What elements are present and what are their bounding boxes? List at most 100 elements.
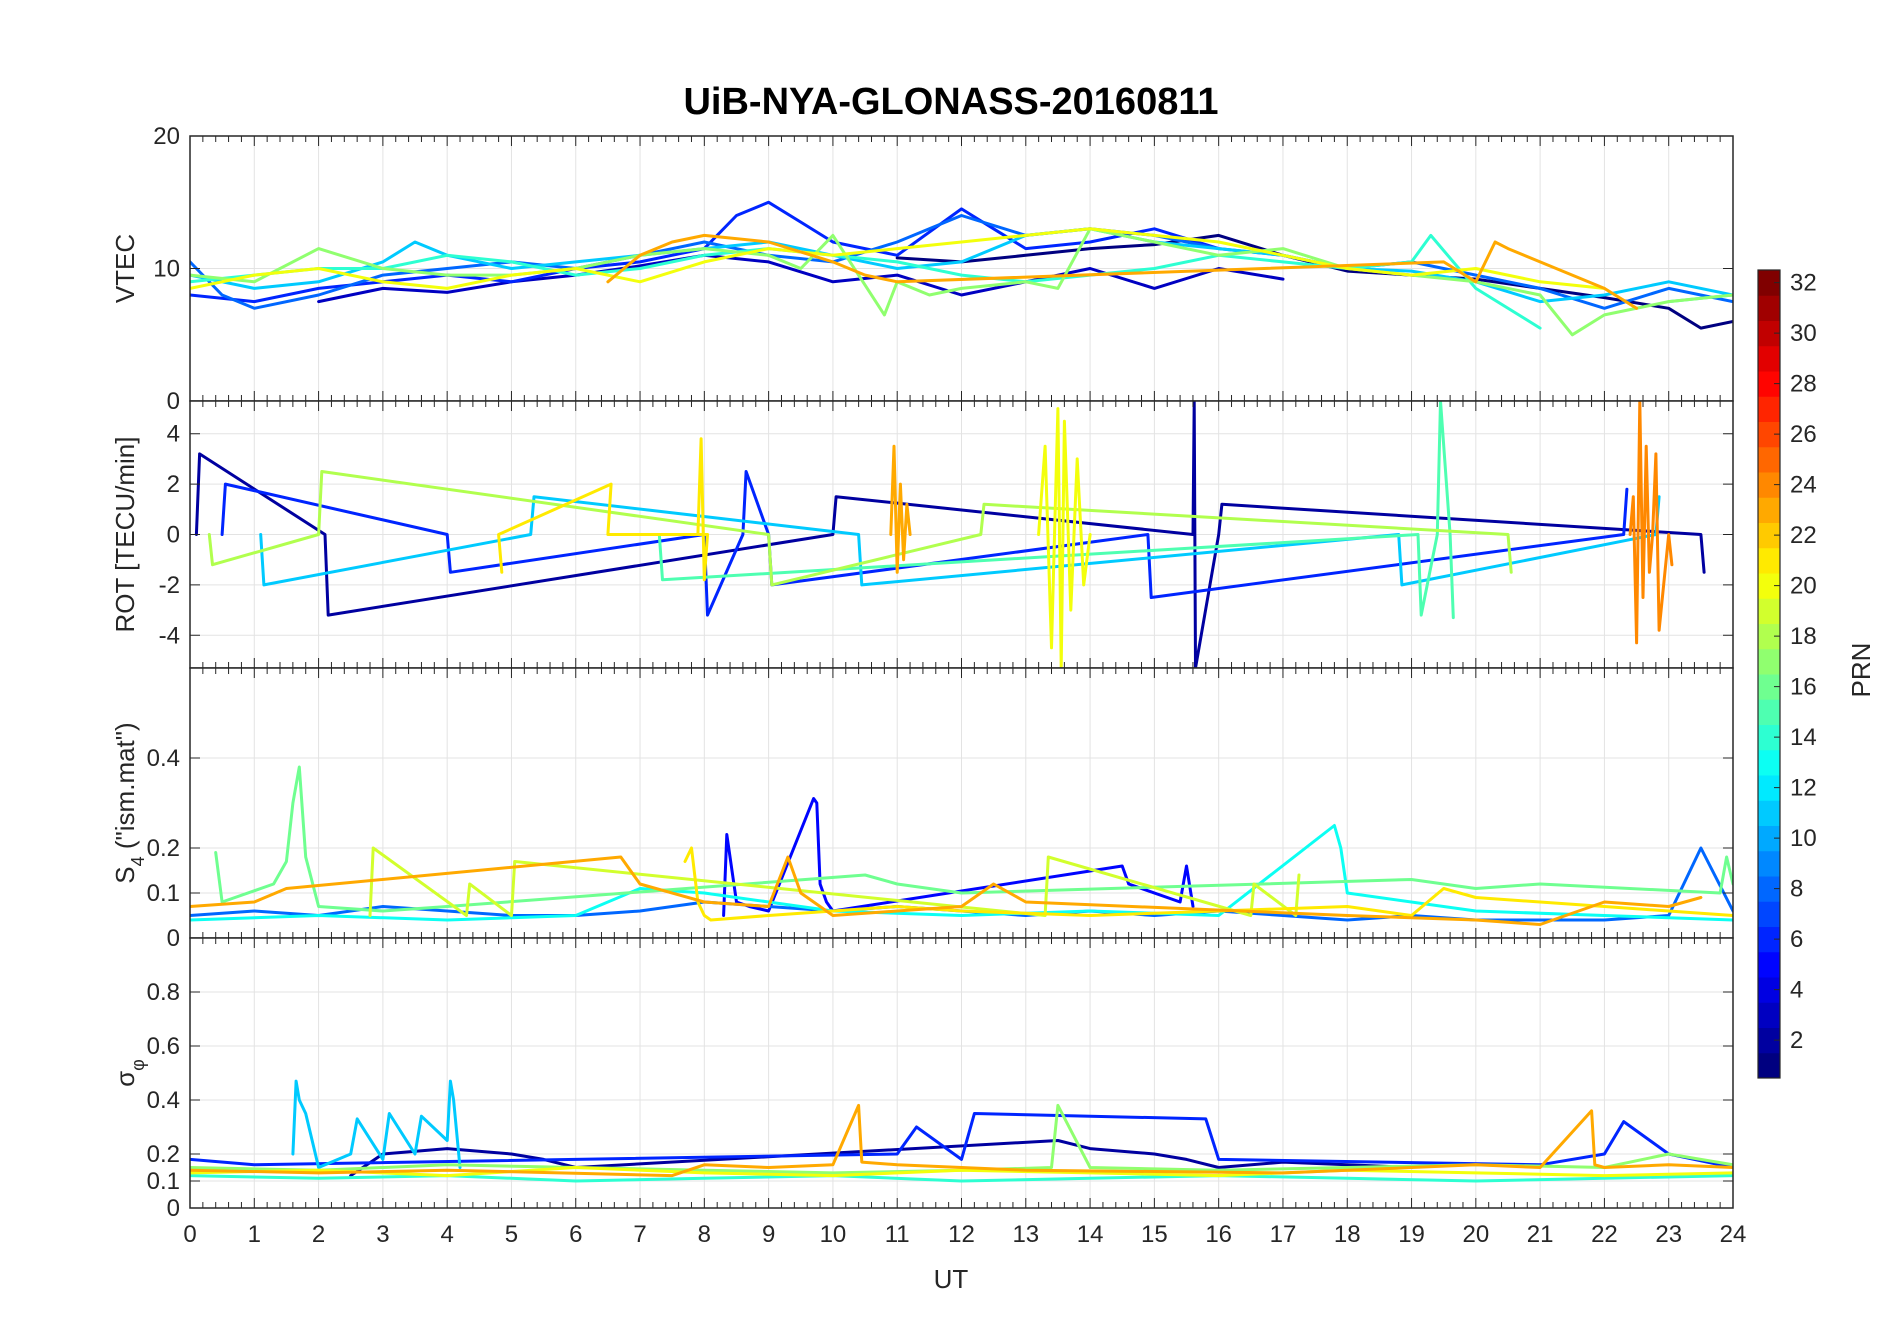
x-tick-label: 21	[1527, 1221, 1554, 1248]
colorbar-segment	[1758, 598, 1780, 624]
colorbar-segment	[1758, 699, 1780, 725]
series-line-prn-18	[207, 470, 1513, 587]
panel-s4: 0 0.1 0.2 0.4S4 ("ism.mat")	[110, 667, 1734, 952]
colorbar-tick-label: 4	[1790, 977, 1803, 1004]
y-tick-label: 0	[167, 388, 180, 415]
y-tick-label: 0.1	[147, 880, 180, 907]
x-minor-ticks	[189, 136, 1734, 401]
x-tick-label: 15	[1141, 1221, 1168, 1248]
colorbar-segment	[1758, 345, 1780, 372]
x-axis-label: UT	[934, 1264, 969, 1294]
colorbar-tick-label: 12	[1790, 775, 1817, 802]
y-axis-label: σφ	[110, 1059, 148, 1087]
x-tick-label: 3	[376, 1221, 389, 1248]
colorbar-tick-label: 10	[1790, 825, 1817, 852]
x-tick-label: 19	[1398, 1221, 1425, 1248]
series-line-prn-21	[497, 437, 709, 582]
series-group	[190, 765, 1733, 926]
colorbar-segment	[1758, 522, 1780, 549]
colorbar-segment	[1758, 573, 1780, 599]
series-line-prn-24	[1628, 401, 1674, 645]
series-line-prn-23	[889, 444, 912, 574]
x-tick-label: 22	[1591, 1221, 1618, 1248]
colorbar-segment	[1758, 775, 1780, 801]
y-tick-label: 0.8	[147, 979, 180, 1006]
colorbar-tick-label: 22	[1790, 522, 1817, 549]
colorbar-tick-label: 32	[1790, 270, 1817, 297]
y-tick-label: 0.4	[147, 745, 180, 772]
colorbar-segment	[1758, 497, 1780, 523]
x-tick-label: 17	[1270, 1221, 1297, 1248]
colorbar-tick-label: 16	[1790, 674, 1817, 701]
colorbar-segment	[1758, 270, 1780, 296]
series-line-prn-21	[683, 846, 1733, 922]
y-axis-label: S4 ("ism.mat")	[110, 722, 148, 883]
y-tick-label: 20	[153, 123, 180, 150]
colorbar-segment	[1758, 472, 1780, 498]
colorbar-tick-label: 18	[1790, 623, 1817, 650]
y-tick-label: 0.6	[147, 1033, 180, 1060]
colorbar-tick-label: 28	[1790, 371, 1817, 398]
x-tick-label: 7	[633, 1221, 646, 1248]
colorbar-segment	[1758, 825, 1780, 852]
x-tick-label: 24	[1720, 1221, 1747, 1248]
series-line-prn-20	[1037, 407, 1092, 668]
series-line-prn-19	[368, 846, 1301, 917]
colorbar-segment	[1758, 926, 1780, 953]
series-line-prn-23	[606, 233, 1639, 310]
colorbar-segment	[1758, 648, 1780, 675]
y-ticks: 0 10 20	[153, 123, 1733, 415]
x-tick-label: 1	[248, 1221, 261, 1248]
series-line-prn-20	[190, 1166, 1733, 1178]
x-tick-label: 16	[1205, 1221, 1232, 1248]
colorbar-tick-label: 2	[1790, 1027, 1803, 1054]
colorbar-segment	[1758, 850, 1780, 877]
y-tick-label: 0.1	[147, 1168, 180, 1195]
colorbar-tick-label: 30	[1790, 320, 1817, 347]
y-ticks: 00.10.2 0.4 0.6 0.8	[147, 979, 1733, 1222]
chart-title: UiB-NYA-GLONASS-20160811	[683, 81, 1218, 123]
colorbar-segment	[1758, 446, 1780, 473]
colorbar-segment	[1758, 901, 1780, 927]
colorbar-label: PRN	[1846, 643, 1876, 698]
series-line-prn-15	[657, 401, 1455, 620]
colorbar-segment	[1758, 396, 1780, 422]
x-tick-label: 9	[762, 1221, 775, 1248]
x-tick-label: 23	[1655, 1221, 1682, 1248]
colorbar-tick-label: 8	[1790, 876, 1803, 903]
colorbar-tick-label: 24	[1790, 472, 1817, 499]
series-line-prn-16	[214, 765, 1733, 913]
y-tick-label: 0	[167, 522, 180, 549]
colorbar-segment	[1758, 977, 1780, 1003]
colorbar-tick-label: 26	[1790, 421, 1817, 448]
colorbar-segment	[1758, 724, 1780, 751]
panel-vtec: 0 10 20 VTEC	[110, 123, 1734, 415]
y-tick-label: 4	[167, 421, 180, 448]
x-minor-ticks	[189, 938, 1734, 1208]
series-line-prn-3	[317, 253, 1285, 304]
y-axis-label: VTEC	[110, 234, 140, 303]
series-line-prn-20	[190, 227, 1606, 290]
x-tick-labels: 0 1 2 3 4 5 6 7 8 9 10 11 12 13 14 15 16 17 18 19 20 21 22 23 24	[183, 1221, 1746, 1248]
series-line-prn-23	[190, 1103, 1733, 1178]
x-tick-label: 18	[1334, 1221, 1361, 1248]
colorbar-segment	[1758, 951, 1780, 978]
series-line-prn-2	[194, 401, 1706, 668]
y-tick-label: 0	[167, 1195, 180, 1222]
series-line-prn-23	[190, 855, 1703, 926]
x-tick-label: 6	[569, 1221, 582, 1248]
colorbar-segment	[1758, 421, 1780, 448]
series-group	[194, 401, 1706, 668]
colorbar-segment	[1758, 1002, 1780, 1028]
colorbar-tick-label: 6	[1790, 926, 1803, 953]
series-line-prn-13	[190, 824, 1733, 922]
colorbar-segment	[1758, 674, 1780, 700]
y-tick-label: 0.2	[147, 1141, 180, 1168]
colorbar-segment	[1758, 876, 1780, 902]
x-tick-label: 2	[312, 1221, 325, 1248]
colorbar-segment	[1758, 1052, 1780, 1079]
